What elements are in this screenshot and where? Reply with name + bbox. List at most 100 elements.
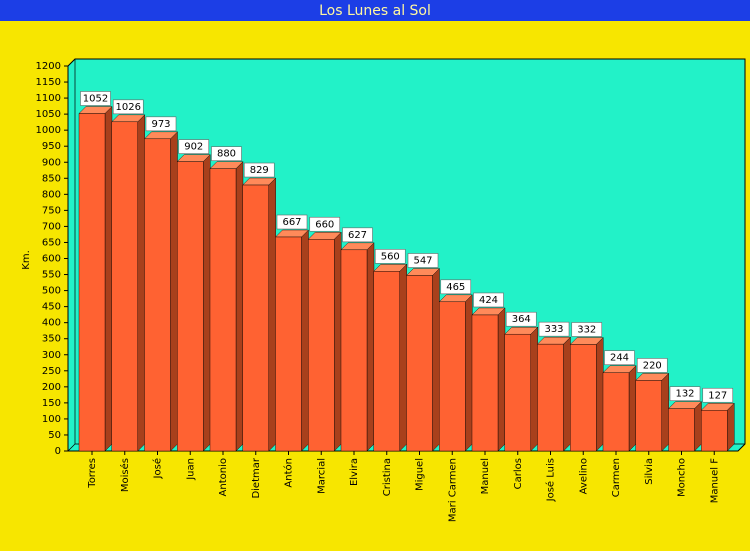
x-tick-label: Moncho <box>677 458 688 497</box>
value-label: 424 <box>479 295 498 306</box>
y-tick-label: 350 <box>42 334 61 345</box>
bar <box>635 380 662 452</box>
y-tick-label: 150 <box>42 398 61 409</box>
x-tick-label: Moisés <box>119 458 131 492</box>
bar <box>209 168 237 452</box>
x-tick-label: José <box>152 458 164 479</box>
floor-edge <box>67 443 76 452</box>
y-tick-label: 1150 <box>36 77 61 88</box>
y-tick-label: 950 <box>42 141 61 152</box>
y-tick-label: 500 <box>42 286 61 297</box>
x-tick-label: Dietmar <box>251 457 262 498</box>
bar <box>537 343 564 452</box>
bar-side <box>203 154 211 452</box>
bar-side <box>727 402 735 452</box>
bar-side <box>661 372 669 452</box>
bar <box>504 334 531 452</box>
bar <box>602 372 630 452</box>
bar-side <box>366 242 375 452</box>
y-tick-label: 700 <box>42 221 61 232</box>
value-label-box <box>571 322 603 337</box>
value-label: 547 <box>413 256 432 267</box>
value-label: 220 <box>643 360 662 371</box>
x-tick-label: Avelino <box>578 458 589 494</box>
value-label: 1052 <box>83 93 108 104</box>
value-label-box <box>407 253 439 268</box>
value-label-box <box>276 214 308 230</box>
value-label: 660 <box>315 219 334 230</box>
bar-side <box>104 106 113 452</box>
value-label: 829 <box>250 165 269 176</box>
value-label-box <box>669 386 701 401</box>
value-label-box <box>80 91 111 106</box>
bar-side <box>399 263 407 452</box>
value-label-box <box>702 387 734 403</box>
y-tick-label: 600 <box>42 254 61 265</box>
y-tick-label: 0 <box>55 446 61 457</box>
value-label: 560 <box>381 251 400 262</box>
x-tick-label: Torres <box>87 458 98 489</box>
value-label-box <box>178 139 210 154</box>
bar-side <box>301 229 309 452</box>
value-label-box <box>473 292 504 308</box>
bar <box>78 113 106 452</box>
bar-side <box>596 337 604 452</box>
x-tick-label: Marcial <box>316 458 327 494</box>
bar-side <box>137 114 145 452</box>
y-tick-label: 850 <box>42 173 61 184</box>
bar-side <box>432 268 440 452</box>
bar-side <box>334 231 342 452</box>
bar-side <box>694 401 702 452</box>
x-tick-label: Antonio <box>218 458 229 496</box>
x-tick-label: Juan <box>185 458 196 481</box>
bar-side <box>235 161 244 452</box>
value-label: 667 <box>282 217 301 228</box>
value-label-box <box>538 321 570 337</box>
y-tick-label: 550 <box>42 270 61 281</box>
bar <box>111 121 138 452</box>
bar <box>275 236 302 452</box>
x-tick-label: Antón <box>283 458 295 488</box>
y-tick-label: 800 <box>42 189 61 200</box>
y-tick-label: 1200 <box>36 61 61 72</box>
value-label: 465 <box>446 282 465 293</box>
y-tick-label: 50 <box>48 430 61 441</box>
y-tick-label: 100 <box>42 414 61 425</box>
x-tick-label: José Luis <box>545 458 557 502</box>
x-tick-label: Silvia <box>644 458 655 485</box>
value-label-box <box>145 116 177 132</box>
value-label-box <box>636 358 668 373</box>
x-tick-label: Mari Carmen <box>447 458 458 522</box>
value-label-box <box>342 227 373 243</box>
y-axis-label: Km. <box>21 250 32 269</box>
bar <box>668 408 695 452</box>
value-label-box <box>604 350 635 366</box>
bar <box>701 410 728 452</box>
value-label-box <box>243 162 275 178</box>
bar <box>570 344 597 452</box>
y-tick-label: 1100 <box>36 93 61 104</box>
value-label: 244 <box>610 353 629 364</box>
y-tick-label: 250 <box>42 366 61 377</box>
bar <box>340 249 368 452</box>
bar-side <box>563 336 571 452</box>
y-tick-label: 1000 <box>36 125 61 136</box>
bar-side <box>530 326 538 452</box>
y-tick-label: 750 <box>42 205 61 216</box>
value-label: 332 <box>577 324 596 335</box>
value-label-box <box>505 311 537 327</box>
bar <box>471 314 499 452</box>
title-bar <box>0 0 750 21</box>
value-label: 902 <box>184 142 203 153</box>
x-tick-label: Miguel <box>415 458 426 491</box>
bar <box>308 239 335 452</box>
value-label: 880 <box>217 149 236 160</box>
bar-side <box>268 177 276 452</box>
bar <box>144 138 171 452</box>
bar <box>373 271 400 452</box>
value-label: 364 <box>512 314 531 325</box>
y-tick-label: 300 <box>42 350 61 361</box>
bar-side <box>497 307 506 452</box>
value-label: 127 <box>708 390 727 401</box>
